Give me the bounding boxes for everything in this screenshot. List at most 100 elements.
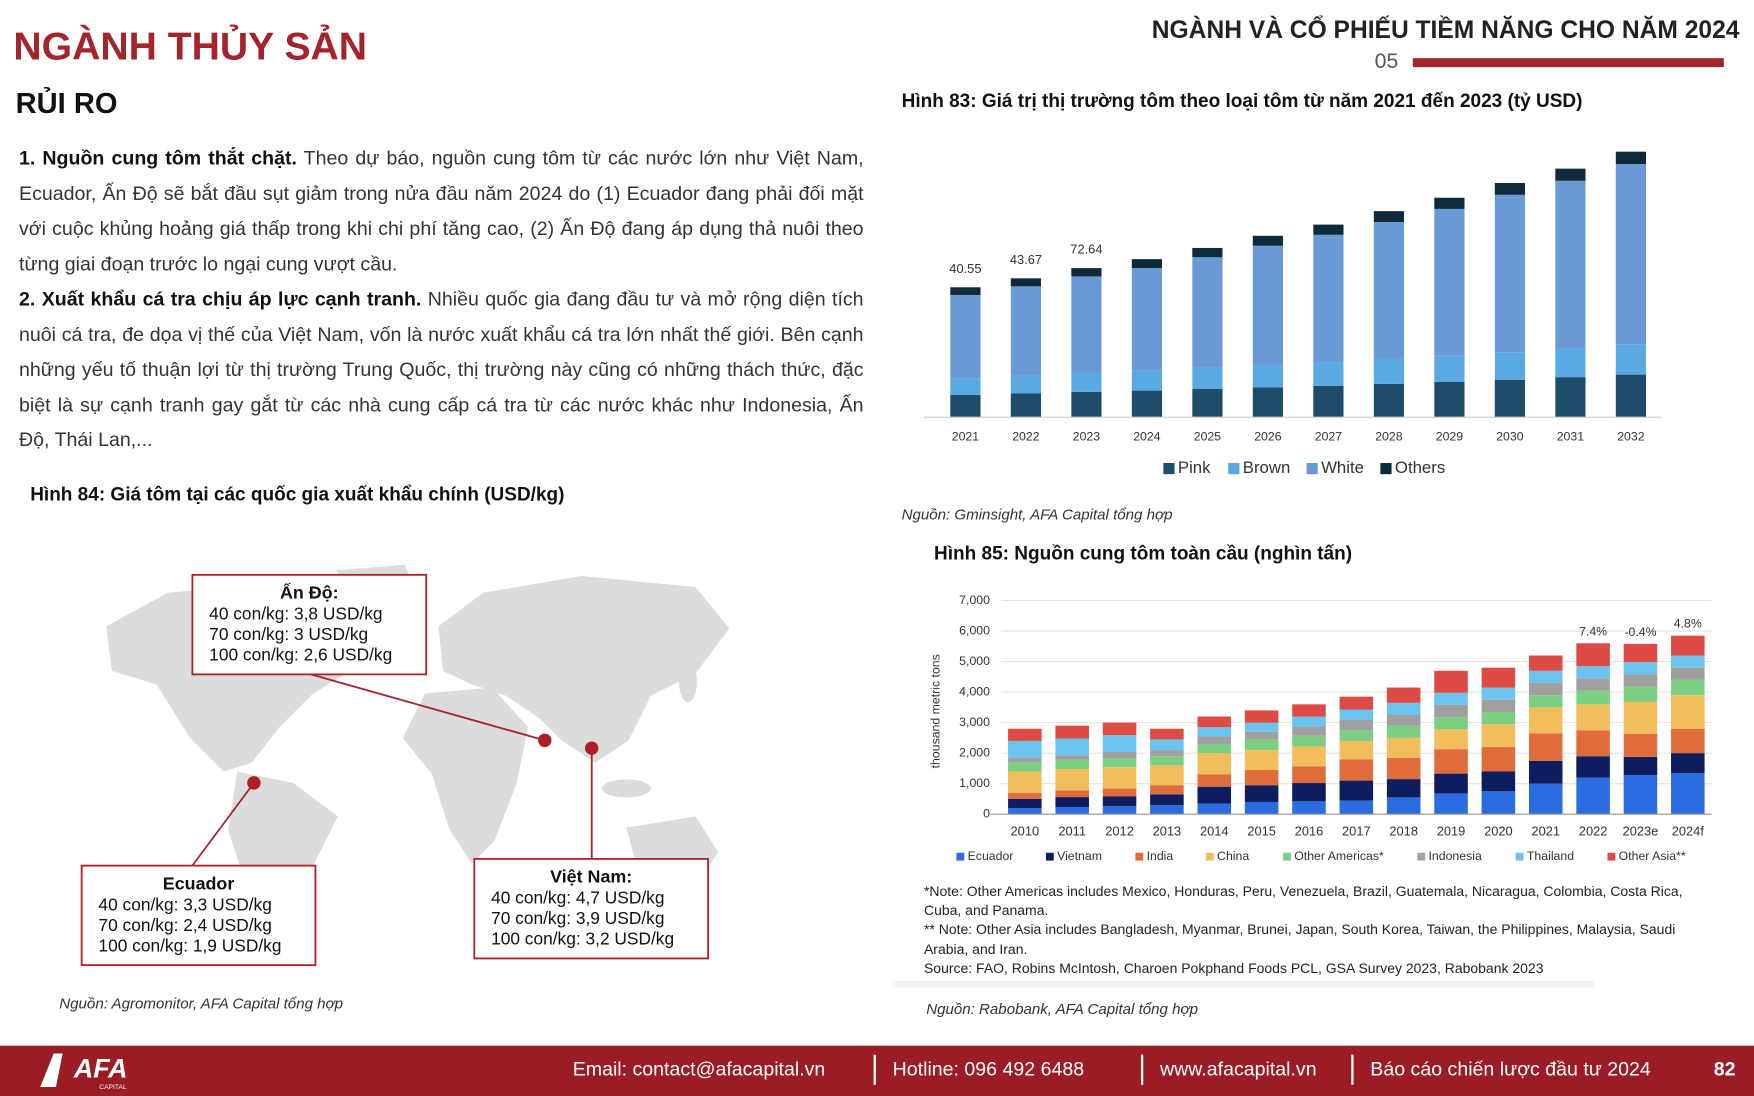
x-tick-label: 2023: [1073, 430, 1101, 444]
bar-segment: [1071, 373, 1102, 392]
bar-segment: [1576, 777, 1610, 815]
bar-segment: [1528, 695, 1563, 708]
bar-segment: [1055, 797, 1089, 808]
bar-segment: [1494, 379, 1526, 418]
bar-segment: [1434, 773, 1468, 794]
bar-segment: [1434, 208, 1465, 356]
x-tick-label: 2021: [1531, 823, 1560, 838]
logo-mark: [40, 1053, 63, 1088]
bar-segment: [1008, 798, 1042, 809]
bar-segment: [1528, 783, 1563, 815]
x-tick-label: 2023e: [1623, 823, 1659, 838]
legend-swatch: [1515, 852, 1524, 861]
bar-segment: [1623, 662, 1658, 675]
x-tick-label: 2016: [1295, 823, 1324, 838]
callout-line: 100 con/kg: 3,2 USD/kg: [491, 929, 674, 949]
bar-segment: [1434, 704, 1468, 718]
bar-segment: [1386, 779, 1421, 798]
bar-segment: [1339, 696, 1374, 710]
bar-segment: [1494, 183, 1526, 195]
bar-segment: [1623, 674, 1658, 687]
bar-segment: [1373, 358, 1405, 384]
bar-segment: [1339, 800, 1374, 815]
callout-line: 70 con/kg: 2,4 USD/kg: [98, 915, 271, 935]
bar-segment: [1150, 756, 1184, 766]
bar-segment: [1576, 756, 1610, 778]
bar-segment: [1055, 769, 1089, 791]
bar-segment: [1244, 710, 1279, 723]
bar-segment: [1071, 391, 1102, 418]
bar-segment: [1252, 387, 1284, 418]
map-source: Nguồn: Agromonitor, AFA Capital tổng hợp: [59, 995, 343, 1012]
bar-segment: [1244, 769, 1279, 786]
y-axis-label: thousand metric tons: [929, 654, 943, 768]
bar-segment: [1481, 771, 1516, 792]
callout-connectors: [191, 673, 593, 867]
bar-segment: [1528, 733, 1563, 761]
callout-line: 40 con/kg: 3,3 USD/kg: [98, 894, 271, 914]
bar-segment: [1292, 766, 1326, 784]
bar-segment: [1010, 278, 1042, 287]
bar-segment: [1102, 767, 1137, 789]
callout-line: 70 con/kg: 3 USD/kg: [209, 624, 368, 644]
bar-segment: [1434, 749, 1468, 774]
bar-segment: [1615, 344, 1647, 375]
legend-label: China: [1217, 849, 1249, 863]
bar-segment: [1008, 771, 1042, 793]
paragraph-text: Nhiều quốc gia đang đầu tư và mở rộng di…: [19, 287, 864, 451]
x-tick-label: 2029: [1436, 430, 1464, 444]
bar-segment: [1576, 690, 1610, 705]
bar-segment: [1339, 730, 1374, 741]
bar-segment: [1055, 725, 1089, 739]
bar-segment: [1071, 276, 1102, 374]
bar-segment: [1197, 743, 1232, 754]
bar-segment: [1131, 268, 1163, 371]
x-tick-label: 2021: [952, 430, 980, 444]
bar-segment: [1150, 739, 1184, 751]
bar-segment: [1197, 716, 1232, 728]
bar-segment: [1055, 807, 1089, 815]
bar-segment: [1623, 643, 1658, 663]
callout-box: [473, 858, 709, 960]
x-tick-label: 2026: [1254, 430, 1282, 444]
bar-segment: [1481, 667, 1516, 688]
bar-segment: [1481, 724, 1516, 748]
legend-swatch: [1163, 463, 1175, 475]
bar-segment: [1102, 735, 1137, 752]
bar-segment: [1008, 808, 1042, 815]
bar-segment: [1010, 375, 1042, 394]
footer-hotline: Hotline: 096 492 6488: [893, 1058, 1085, 1080]
bar-segment: [1528, 682, 1563, 696]
bar-segment: [1252, 245, 1284, 366]
bar-segment: [1386, 757, 1421, 780]
bar-segment: [1008, 728, 1042, 741]
report-title: NGÀNH VÀ CỔ PHIẾU TIỀM NĂNG CHO NĂM 2024: [1152, 16, 1740, 44]
bar-segment: [1671, 667, 1705, 680]
bar-segment: [1555, 348, 1586, 378]
bar-segment: [1623, 733, 1658, 757]
legend-label: Brown: [1243, 458, 1291, 477]
notes-shadow: [892, 980, 1596, 988]
bar-segment: [1197, 736, 1232, 744]
bar-segment: [1481, 711, 1516, 725]
legend-label: Ecuador: [968, 849, 1014, 863]
bar-segment: [1494, 194, 1526, 353]
callout-title: Ecuador: [163, 873, 235, 893]
continent: [402, 687, 528, 864]
chart-title: Hình 83: Giá trị thị trường tôm theo loạ…: [902, 91, 1583, 112]
x-tick-label: 2020: [1484, 823, 1513, 838]
connector: [191, 782, 255, 867]
legend-label: Pink: [1178, 458, 1211, 477]
y-tick-label: 4,000: [959, 684, 990, 698]
page-number: 82: [1714, 1058, 1736, 1080]
callout-line: 100 con/kg: 2,6 USD/kg: [209, 645, 392, 665]
legend-swatch: [956, 852, 965, 861]
bar-segment: [1386, 687, 1421, 703]
y-tick-label: 0: [983, 806, 990, 820]
bar-segment: [1292, 735, 1326, 747]
bar-segment: [1528, 707, 1563, 734]
bar-segment: [1434, 670, 1468, 693]
bar-segment: [1555, 377, 1586, 418]
annotation: 4.8%: [1674, 617, 1702, 631]
